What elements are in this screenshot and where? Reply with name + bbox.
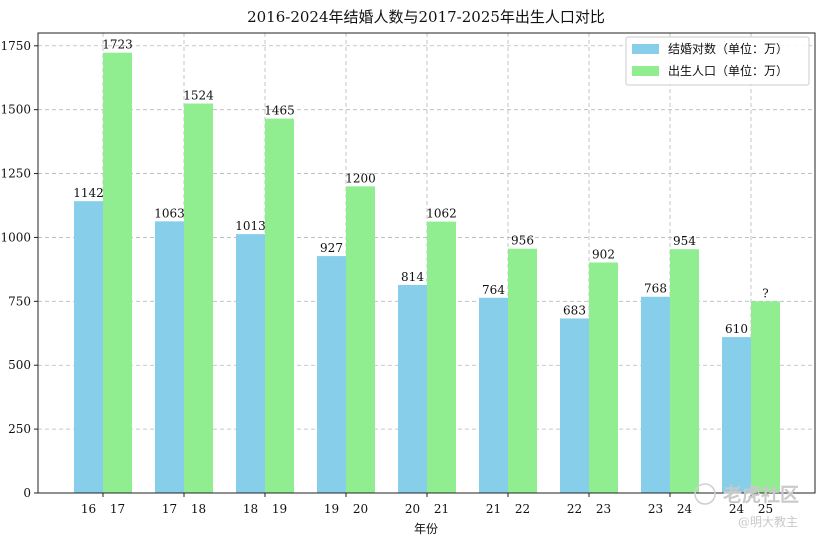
bar-value-label: 927 — [320, 241, 343, 255]
bar-marriages — [722, 337, 751, 493]
x-tick-label: 20 — [405, 502, 420, 516]
x-tick-label: 23 — [648, 502, 663, 516]
legend-label-births: 出生人口（单位：万） — [668, 63, 788, 78]
bar-value-label: 1063 — [154, 206, 185, 220]
x-axis-label: 年份 — [414, 522, 438, 536]
bar-births — [184, 103, 213, 494]
bar-marriages — [398, 284, 427, 493]
watermark: 老虎社区 @明大教主 — [694, 483, 799, 529]
legend-swatch-marriages — [632, 44, 659, 54]
y-tick-label: 0 — [23, 486, 31, 500]
bar-marriages — [155, 221, 184, 493]
bar-value-label: 954 — [673, 234, 696, 248]
x-tick-label: 17 — [162, 502, 177, 516]
x-tick-label: 24 — [677, 502, 693, 516]
bar-births — [427, 221, 456, 493]
x-tick-label: 16 — [81, 502, 96, 516]
bar-value-label: 768 — [644, 282, 667, 296]
y-tick-label: 750 — [8, 294, 31, 308]
bar-marriages — [74, 201, 103, 493]
bar-marriages — [560, 318, 589, 493]
bar-marriages — [317, 256, 346, 493]
bar-value-label: 1142 — [73, 186, 104, 200]
tiger-logo-icon — [694, 483, 716, 505]
bar-value-label: 610 — [725, 322, 748, 336]
bar-value-label: 902 — [592, 247, 615, 261]
legend-label-marriages: 结婚对数（单位：万） — [668, 41, 788, 56]
y-tick-label: 1000 — [0, 230, 31, 244]
x-tick-label: 24 — [729, 502, 745, 516]
bar-marriages — [641, 296, 670, 493]
x-tick-label: 19 — [324, 502, 339, 516]
watermark-handle: @明大教主 — [738, 514, 798, 529]
bar-marriages — [236, 234, 265, 493]
x-tick-label: 22 — [515, 502, 530, 516]
bars — [74, 52, 780, 494]
axes: 0 250 500 750 1000 1250 1500 1750 16 17 18 19 20 21 22… — [0, 39, 773, 516]
y-tick-label: 1250 — [0, 167, 31, 181]
bar-value-label: 1200 — [345, 171, 376, 185]
legend-box — [625, 36, 810, 86]
plot-frame — [37, 32, 816, 494]
bar-births — [103, 52, 132, 494]
legend-swatch-births — [632, 66, 659, 76]
x-tick-label: 21 — [434, 502, 449, 516]
x-tick-label: 18 — [191, 502, 206, 516]
y-tick-label: 1750 — [0, 39, 31, 53]
bar-births — [751, 301, 780, 493]
y-tick-label: 1500 — [0, 103, 31, 117]
y-tick-label: 500 — [8, 358, 31, 372]
x-tick-label: 20 — [353, 502, 368, 516]
y-tick-label: 250 — [8, 422, 31, 436]
chart-title: 2016-2024年结婚人数与2017-2025年出生人口对比 — [247, 8, 605, 26]
x-tick-label: 25 — [758, 502, 773, 516]
bar-births — [346, 186, 375, 494]
bar-value-label: 764 — [482, 283, 505, 297]
x-tick-label: 23 — [596, 502, 611, 516]
bar-marriages — [479, 297, 508, 493]
x-tick-label: 22 — [567, 502, 582, 516]
x-tick-label: 17 — [110, 502, 125, 516]
bar-value-label: 814 — [401, 270, 424, 284]
bar-value-label: 1465 — [264, 104, 295, 118]
bar-births — [265, 118, 294, 493]
watermark-logo-text: 老虎社区 — [723, 483, 799, 506]
bar-value-label: 683 — [563, 303, 586, 317]
bar-births — [670, 249, 699, 493]
legend: 结婚对数（单位：万） 出生人口（单位：万） — [625, 36, 810, 86]
x-tick-label: 19 — [272, 502, 287, 516]
bar-value-label: 1723 — [102, 38, 133, 52]
bar-births — [589, 262, 618, 493]
x-tick-label: 18 — [243, 502, 258, 516]
bar-value-label: 1013 — [235, 219, 266, 233]
value-labels: 1142 1063 1013 927 814 764 683 768 610 1723 1524 14… — [73, 38, 768, 336]
x-tick-label: 21 — [486, 502, 501, 516]
bar-value-label: ? — [762, 286, 768, 300]
bar-value-label: 1062 — [426, 207, 457, 221]
bar-value-label: 956 — [511, 234, 534, 248]
bar-value-label: 1524 — [183, 89, 214, 103]
bar-births — [508, 248, 537, 493]
